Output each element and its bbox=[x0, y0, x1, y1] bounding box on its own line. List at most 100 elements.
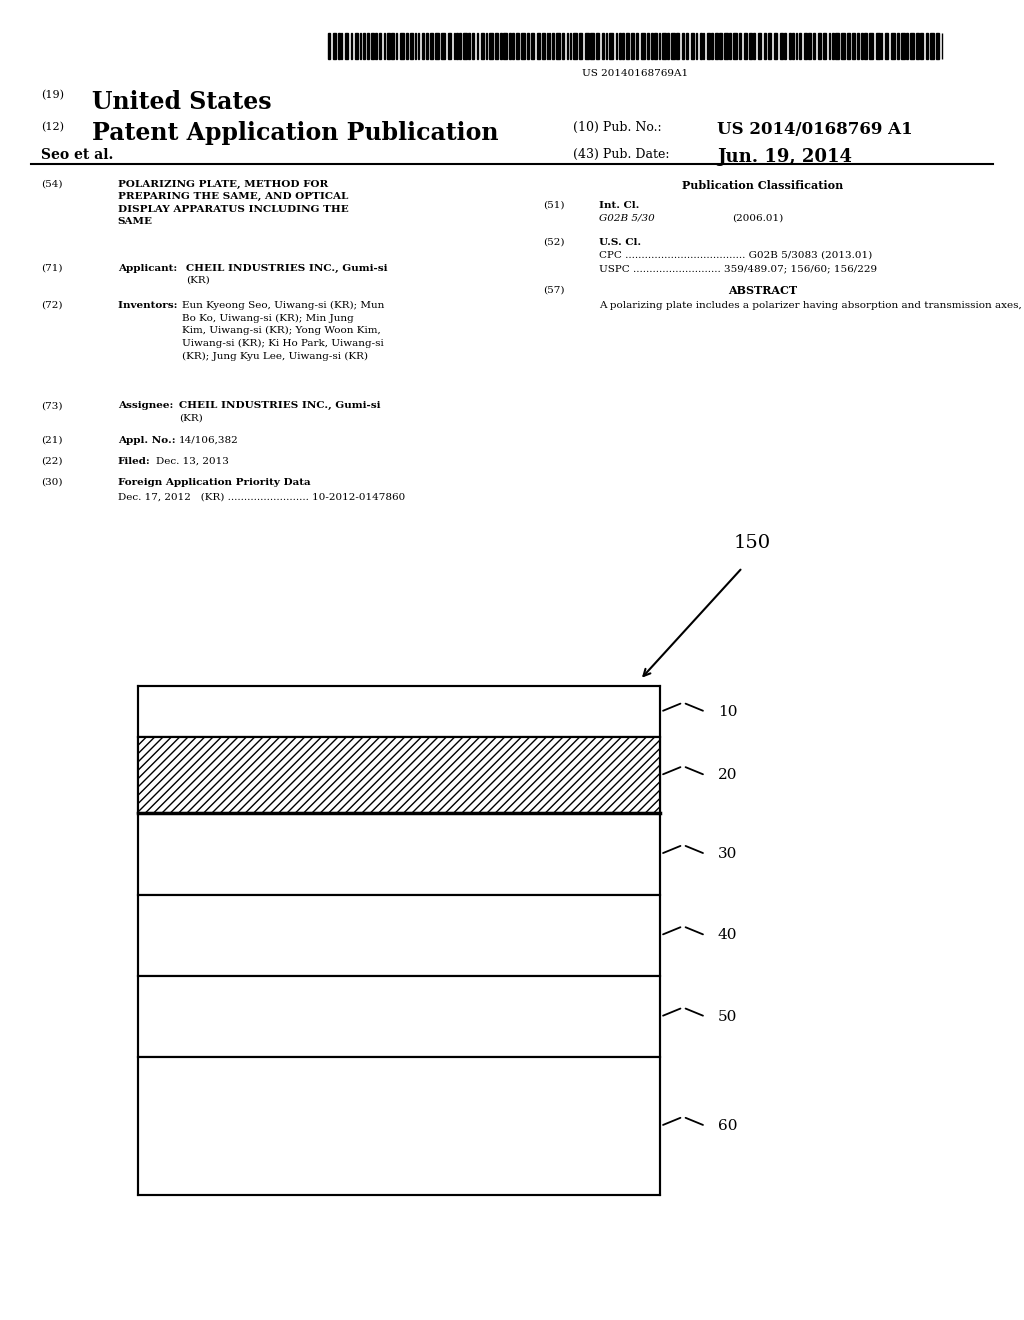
Bar bbox=[556, 33, 560, 59]
Text: (12): (12) bbox=[41, 121, 63, 132]
Bar bbox=[596, 33, 599, 59]
Bar bbox=[434, 33, 438, 59]
Bar bbox=[828, 33, 829, 59]
Text: Publication Classification: Publication Classification bbox=[682, 180, 844, 190]
Bar bbox=[813, 33, 815, 59]
Text: Patent Application Publication: Patent Application Publication bbox=[92, 121, 499, 145]
Bar bbox=[503, 33, 507, 59]
Text: Assignee:: Assignee: bbox=[118, 401, 177, 411]
Bar bbox=[367, 33, 369, 59]
Bar bbox=[585, 33, 589, 59]
Bar bbox=[547, 33, 548, 59]
Text: CHEIL INDUSTRIES INC., Gumi-si: CHEIL INDUSTRIES INC., Gumi-si bbox=[179, 401, 381, 411]
Bar bbox=[537, 33, 540, 59]
Bar bbox=[590, 33, 594, 59]
Bar bbox=[605, 33, 607, 59]
Bar bbox=[333, 33, 336, 59]
Bar bbox=[468, 33, 470, 59]
Bar bbox=[823, 33, 826, 59]
Bar bbox=[719, 33, 722, 59]
Text: USPC ........................... 359/489.07; 156/60; 156/229: USPC ........................... 359/489… bbox=[599, 264, 878, 273]
Bar bbox=[808, 33, 811, 59]
Text: (51): (51) bbox=[543, 201, 564, 210]
Bar bbox=[695, 33, 697, 59]
Bar bbox=[916, 33, 920, 59]
Bar bbox=[410, 33, 413, 59]
Bar bbox=[459, 33, 462, 59]
Text: Applicant:: Applicant: bbox=[118, 264, 180, 273]
Text: Dec. 17, 2012   (KR) ......................... 10-2012-0147860: Dec. 17, 2012 (KR) .....................… bbox=[118, 492, 406, 502]
Bar bbox=[864, 33, 867, 59]
Text: (73): (73) bbox=[41, 401, 62, 411]
Bar bbox=[485, 33, 486, 59]
Bar bbox=[531, 33, 535, 59]
Bar bbox=[659, 33, 660, 59]
Text: 14/106,382: 14/106,382 bbox=[179, 436, 239, 445]
Bar bbox=[711, 33, 714, 59]
Text: ABSTRACT: ABSTRACT bbox=[728, 285, 798, 296]
Text: Filed:: Filed: bbox=[118, 457, 151, 466]
Bar bbox=[623, 33, 624, 59]
Text: (71): (71) bbox=[41, 264, 62, 273]
Bar bbox=[724, 33, 728, 59]
Bar bbox=[788, 33, 792, 59]
Text: (30): (30) bbox=[41, 478, 62, 487]
Bar bbox=[861, 33, 863, 59]
Bar bbox=[138, 975, 660, 1057]
Bar bbox=[651, 33, 653, 59]
Bar bbox=[764, 33, 766, 59]
Text: United States: United States bbox=[92, 90, 271, 114]
Text: G02B 5/30: G02B 5/30 bbox=[599, 214, 654, 223]
Text: Seo et al.: Seo et al. bbox=[41, 148, 114, 162]
Bar bbox=[430, 33, 433, 59]
Text: 30: 30 bbox=[718, 847, 737, 861]
Bar bbox=[138, 737, 660, 813]
Bar bbox=[362, 33, 365, 59]
Bar bbox=[422, 33, 424, 59]
Bar bbox=[750, 33, 752, 59]
Text: (2006.01): (2006.01) bbox=[732, 214, 783, 223]
Bar bbox=[626, 33, 630, 59]
Bar bbox=[138, 813, 660, 895]
Bar bbox=[562, 33, 564, 59]
Text: US 2014/0168769 A1: US 2014/0168769 A1 bbox=[717, 121, 912, 139]
Bar bbox=[549, 33, 550, 59]
Text: CPC ..................................... G02B 5/3083 (2013.01): CPC ....................................… bbox=[599, 251, 872, 260]
Bar bbox=[739, 33, 741, 59]
Text: (57): (57) bbox=[543, 285, 564, 294]
Text: Jun. 19, 2014: Jun. 19, 2014 bbox=[717, 148, 852, 166]
Bar bbox=[636, 33, 638, 59]
Bar bbox=[868, 33, 872, 59]
Text: 20: 20 bbox=[718, 768, 737, 783]
Bar bbox=[138, 686, 660, 737]
Bar bbox=[512, 33, 514, 59]
Text: A polarizing plate includes a polarizer having absorption and transmission axes,: A polarizing plate includes a polarizer … bbox=[599, 301, 1024, 310]
Bar bbox=[831, 33, 834, 59]
Bar bbox=[572, 33, 577, 59]
Bar bbox=[379, 33, 381, 59]
Bar bbox=[682, 33, 684, 59]
Bar bbox=[671, 33, 675, 59]
Bar bbox=[773, 33, 777, 59]
Text: (22): (22) bbox=[41, 457, 62, 466]
Text: (43) Pub. Date:: (43) Pub. Date: bbox=[573, 148, 670, 161]
Bar bbox=[936, 33, 939, 59]
Bar bbox=[472, 33, 474, 59]
Bar bbox=[521, 33, 525, 59]
Bar bbox=[715, 33, 718, 59]
Bar bbox=[699, 33, 701, 59]
Bar bbox=[395, 33, 397, 59]
Text: 150: 150 bbox=[734, 533, 771, 552]
Bar bbox=[729, 33, 731, 59]
Bar bbox=[481, 33, 484, 59]
Bar bbox=[500, 33, 502, 59]
Bar bbox=[927, 33, 928, 59]
Bar bbox=[647, 33, 649, 59]
Bar bbox=[138, 1057, 660, 1195]
Bar bbox=[852, 33, 855, 59]
Bar bbox=[138, 737, 660, 813]
Bar bbox=[371, 33, 374, 59]
Bar bbox=[784, 33, 785, 59]
Text: Dec. 13, 2013: Dec. 13, 2013 bbox=[156, 457, 228, 466]
Bar bbox=[384, 33, 385, 59]
